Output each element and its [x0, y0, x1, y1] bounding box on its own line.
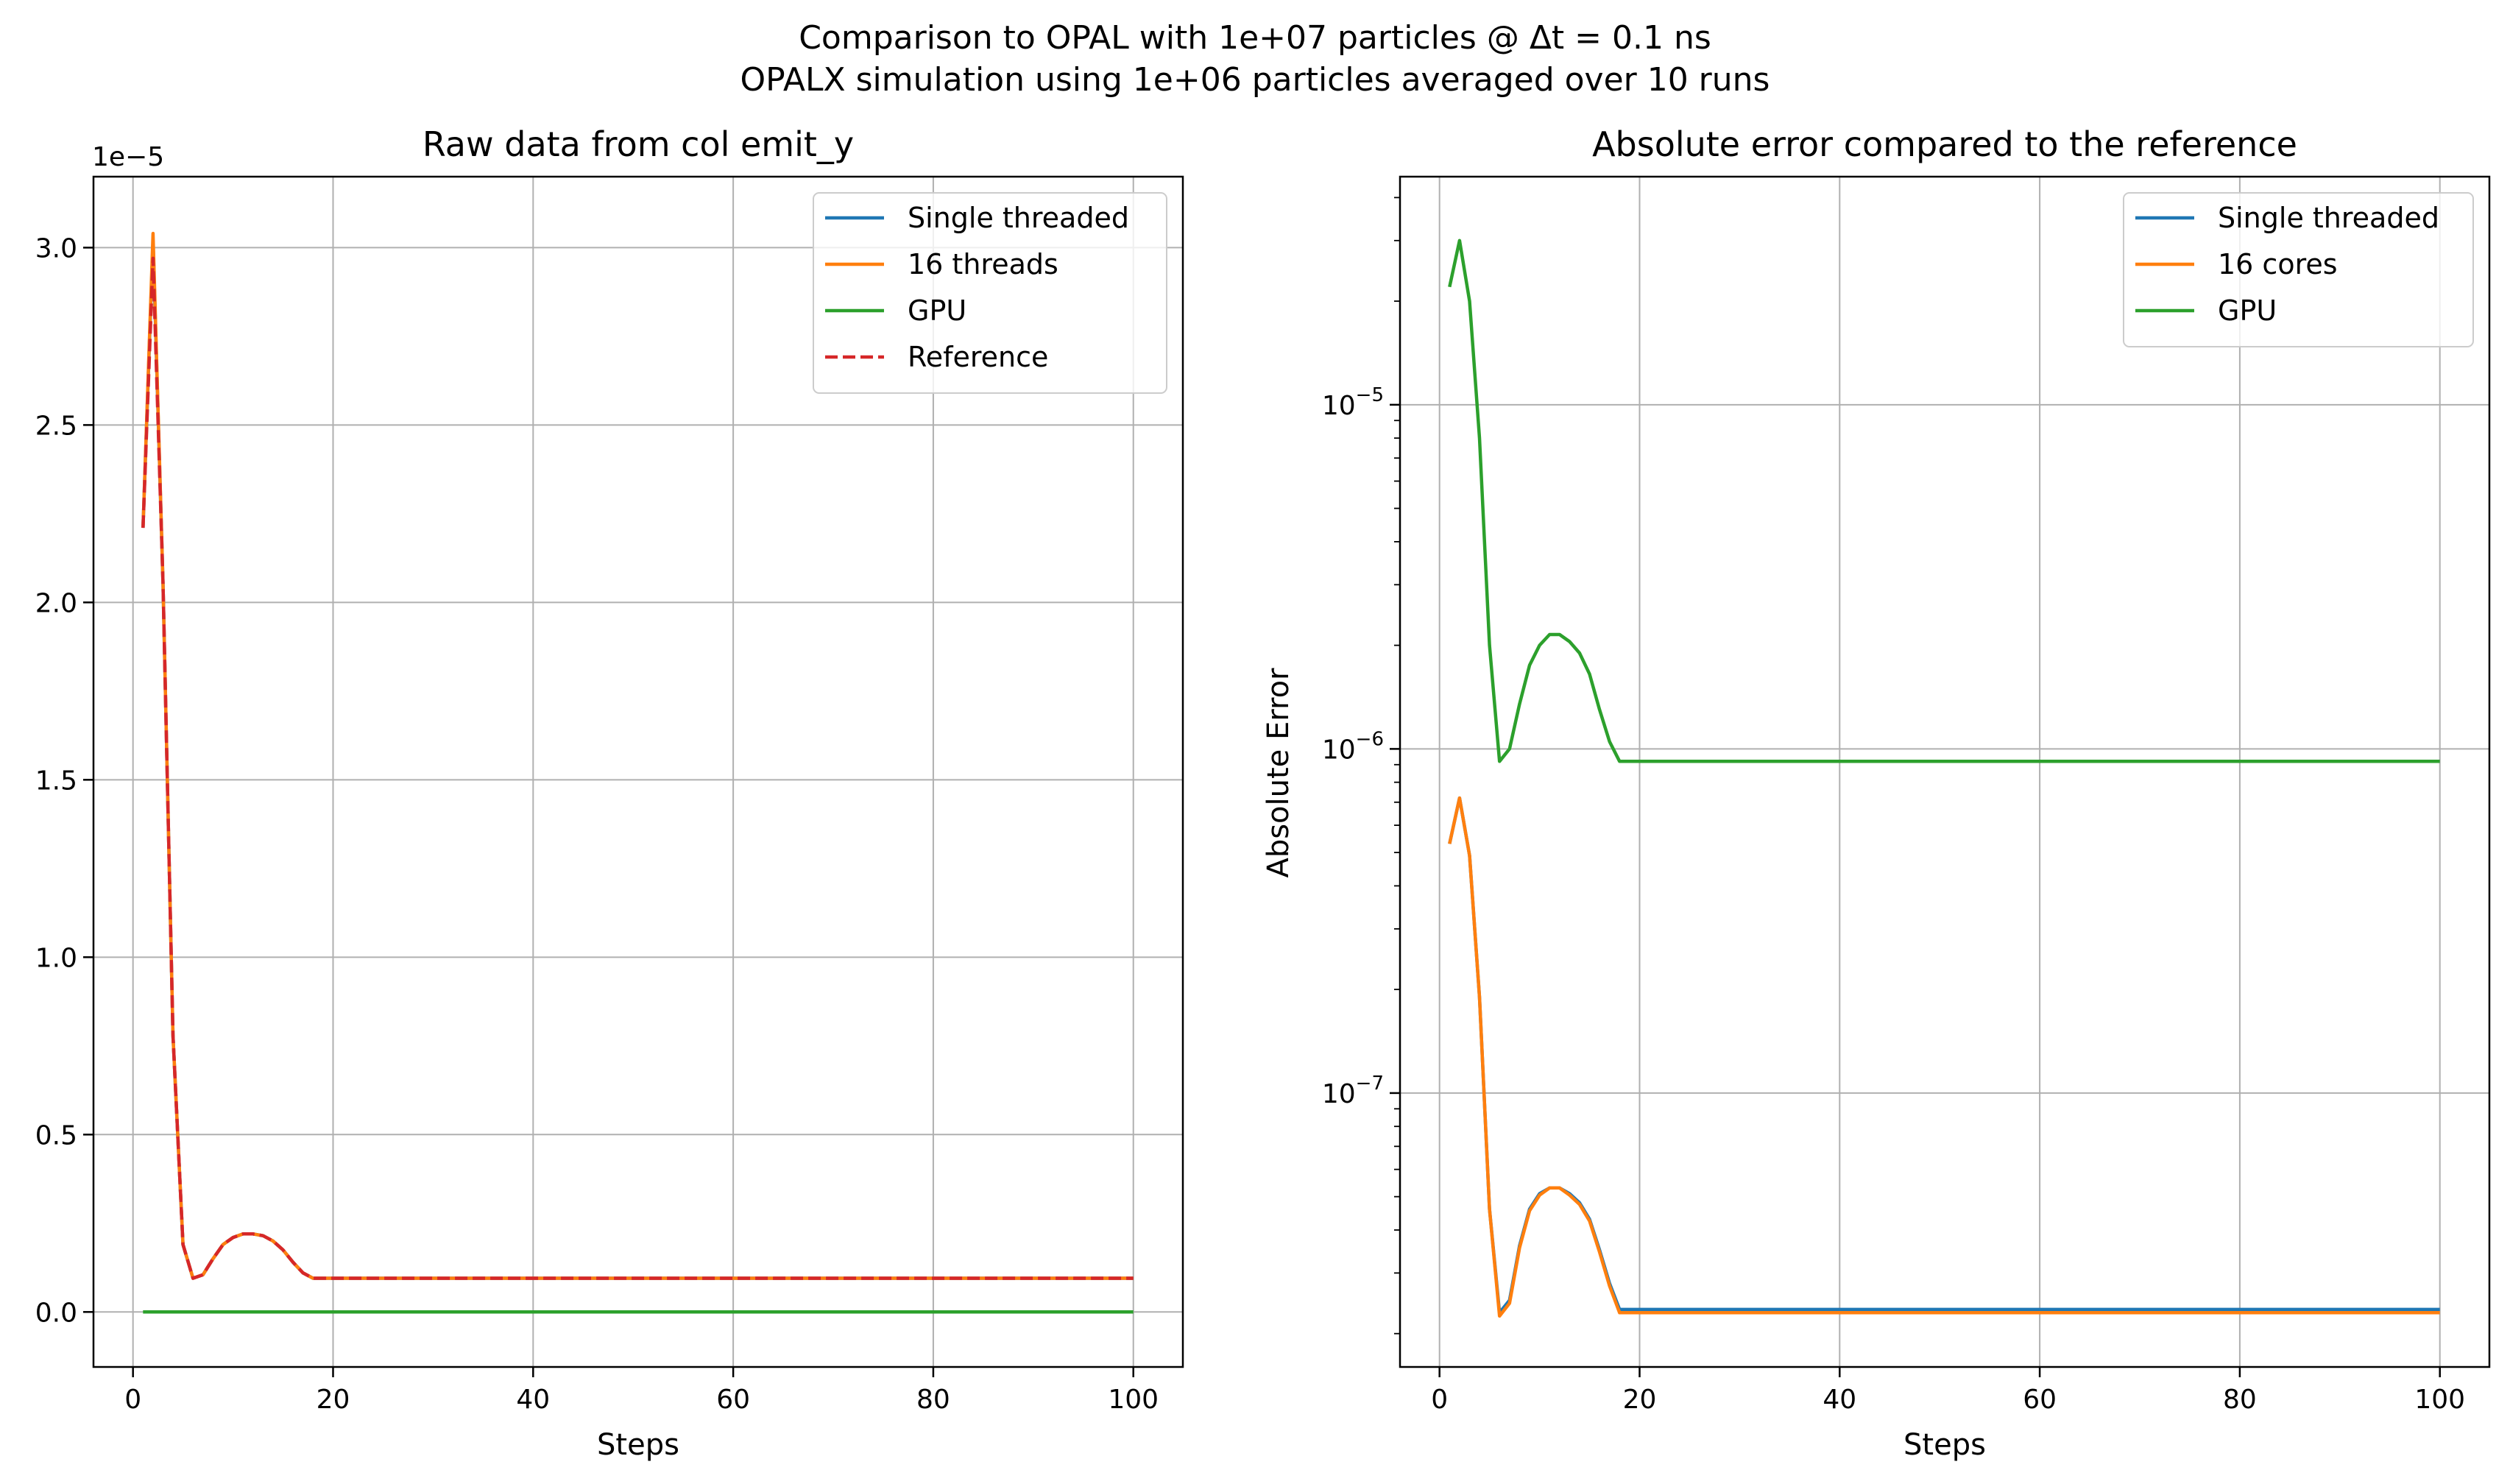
right-y-axis-label: Absolute Error [1262, 668, 1295, 878]
x-tick-label: 60 [716, 1385, 750, 1415]
legend-label: GPU [2218, 294, 2277, 327]
legend-label: Reference [908, 341, 1048, 373]
suptitle-line-2: OPALX simulation using 1e+06 particles a… [740, 61, 1770, 99]
legend-box [813, 192, 1167, 394]
left-legend: Single threaded 16 threads GPU Reference [813, 192, 1167, 394]
x-tick-label: 80 [916, 1385, 950, 1415]
right-grid [1400, 177, 2489, 1367]
x-tick-label: 20 [1623, 1385, 1657, 1415]
right-legend: Single threaded 16 cores GPU [2123, 192, 2474, 347]
legend-label: 16 cores [2218, 248, 2338, 280]
left-ticks: 0 20 40 60 80 100 0.0 0.5 1.0 1.5 2.0 2.5 3.0 [35, 233, 1159, 1415]
x-tick-label: 100 [1108, 1385, 1159, 1415]
x-tick-label: 40 [516, 1385, 550, 1415]
right-series-lines [1448, 239, 2440, 1318]
x-tick-label: 0 [124, 1385, 141, 1415]
legend-label: Single threaded [2218, 202, 2439, 234]
y-tick-label: 3.0 [35, 233, 77, 264]
legend-label: Single threaded [908, 202, 1129, 234]
left-axes-title: Raw data from col emit_y [423, 124, 854, 164]
right-axes-frame [1399, 175, 2491, 1368]
y-tick-label: 10−6 [1322, 728, 1384, 765]
x-tick-label: 20 [317, 1385, 350, 1415]
series-line [141, 256, 1134, 1280]
left-grid [93, 177, 1183, 1367]
right-x-axis-label: Steps [1903, 1428, 1986, 1462]
y-tick-label: 10−7 [1322, 1073, 1384, 1109]
suptitle-line-1: Comparison to OPAL with 1e+07 particles … [799, 19, 1711, 57]
left-axes-frame [92, 175, 1184, 1368]
right-axes-title: Absolute error compared to the reference [1592, 124, 2297, 164]
left-y-offset-label: 1e−5 [92, 142, 164, 172]
x-tick-label: 40 [1823, 1385, 1856, 1415]
y-tick-label: 1.5 [35, 766, 77, 796]
series-line [1448, 796, 2440, 1318]
left-series-lines [141, 231, 1134, 1314]
y-tick-label: 0.0 [35, 1298, 77, 1328]
y-tick-label: 1.0 [35, 943, 77, 973]
legend-box [2123, 192, 2474, 347]
y-tick-label: 0.5 [35, 1120, 77, 1151]
left-axes: 0 20 40 60 80 100 0.0 0.5 1.0 1.5 2.0 2.5 3.0 Raw da… [35, 124, 1184, 1462]
left-x-axis-label: Steps [597, 1428, 679, 1462]
y-tick-label: 2.5 [35, 411, 77, 441]
x-tick-label: 60 [2023, 1385, 2057, 1415]
legend-label: GPU [908, 294, 966, 327]
x-tick-label: 100 [2414, 1385, 2465, 1415]
legend-label: 16 threads [908, 248, 1058, 280]
y-tick-label: 2.0 [35, 588, 77, 618]
x-tick-label: 0 [1431, 1385, 1448, 1415]
x-tick-label: 80 [2223, 1385, 2257, 1415]
series-line [1448, 239, 2440, 763]
